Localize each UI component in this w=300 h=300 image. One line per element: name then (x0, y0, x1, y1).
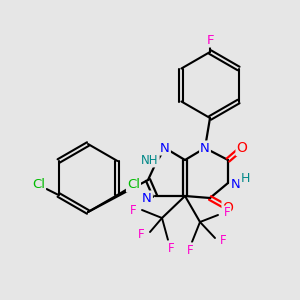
Text: N: N (231, 178, 241, 191)
Text: NH: NH (141, 154, 159, 166)
Text: Cl: Cl (127, 178, 140, 191)
Text: F: F (130, 203, 136, 217)
Text: Cl: Cl (32, 178, 45, 191)
Text: N: N (200, 142, 210, 154)
Text: F: F (224, 206, 230, 220)
Text: F: F (138, 229, 144, 242)
Text: N: N (142, 191, 152, 205)
Text: O: O (223, 201, 233, 215)
Text: O: O (237, 141, 248, 155)
Text: F: F (168, 242, 174, 254)
Text: N: N (160, 142, 170, 154)
Text: F: F (206, 34, 214, 46)
Text: H: H (240, 172, 250, 184)
Text: F: F (220, 235, 226, 248)
Text: F: F (187, 244, 193, 256)
